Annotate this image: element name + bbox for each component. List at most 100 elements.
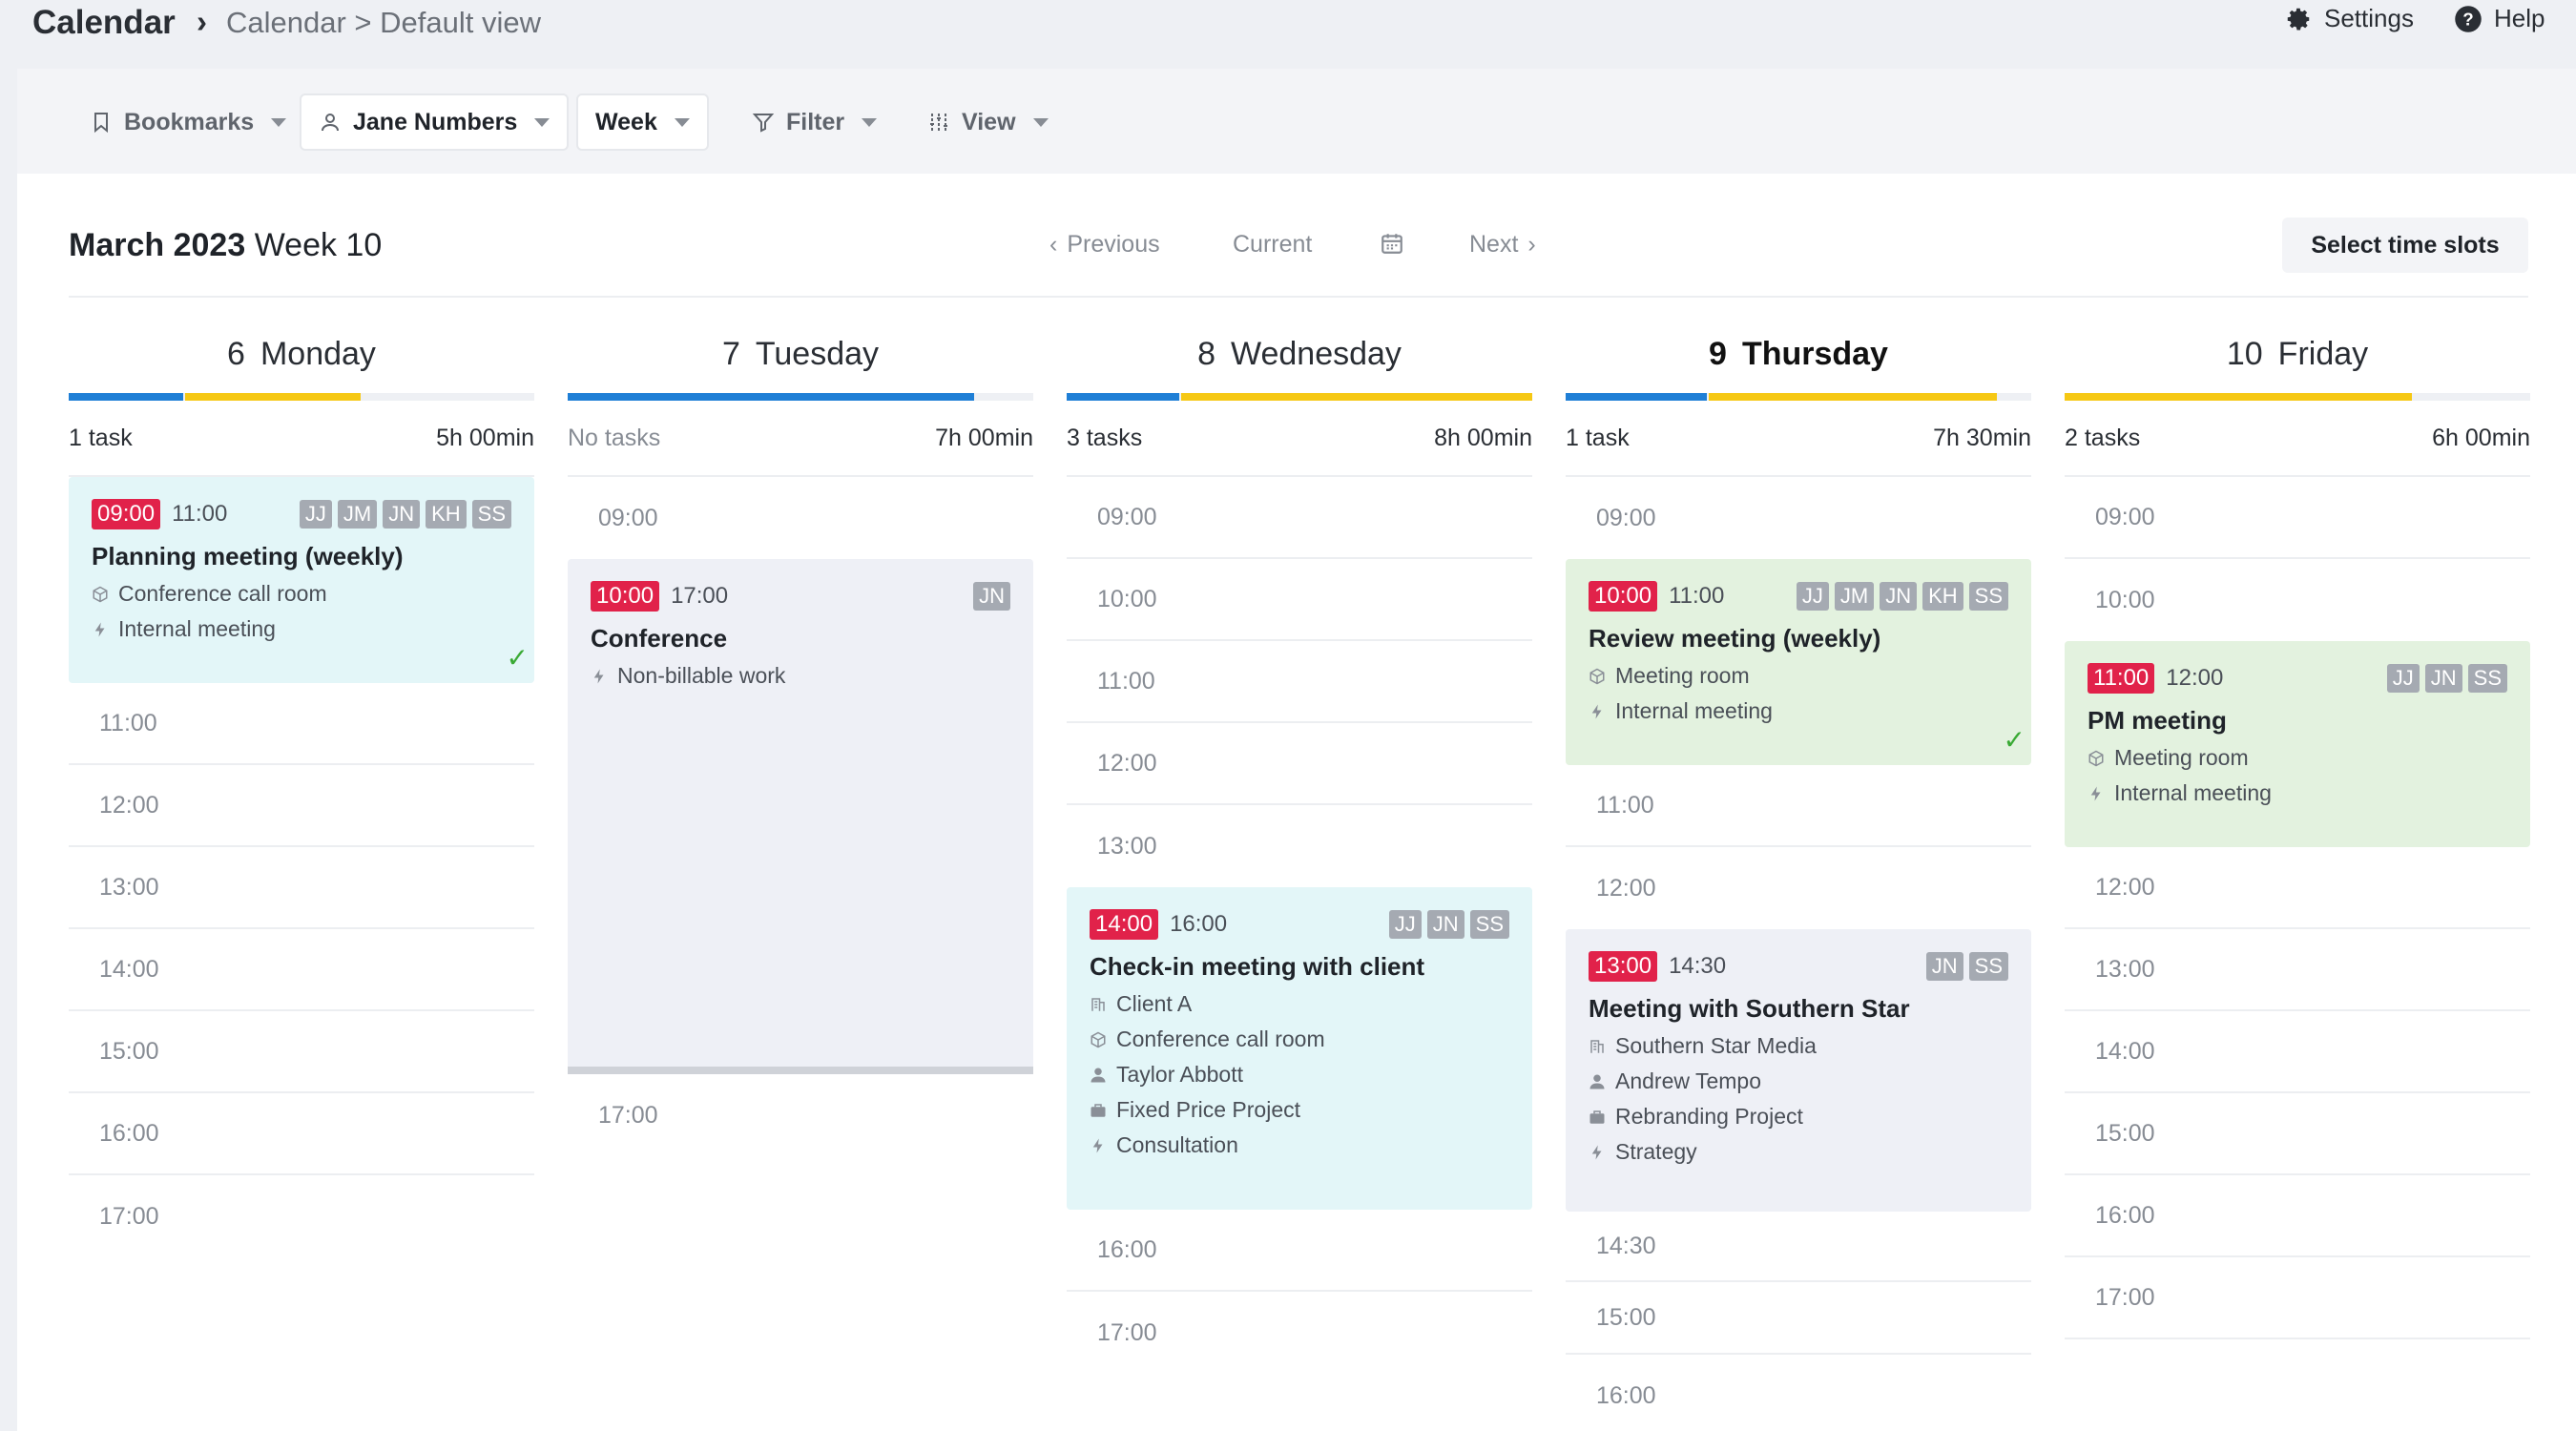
time-slot[interactable]: 09:00 [1067, 477, 1532, 559]
workload-bar [568, 393, 1033, 401]
time-slot[interactable]: 09:00 [1596, 504, 1656, 531]
event-title: PM meeting [2088, 706, 2227, 735]
event-card[interactable]: 13:00 14:30 JN SS Meeting with Southern … [1566, 929, 2031, 1212]
time-slot[interactable]: 10:00 [1067, 559, 1532, 641]
day-column-friday: 10 Friday 2 tasks 6h 00min 09:00 10:00 11… [2065, 336, 2530, 1339]
workload-segment [1566, 393, 1707, 401]
current-button[interactable]: Current [1233, 231, 1312, 259]
time-slot[interactable]: 15:00 [1566, 1282, 2031, 1355]
workload-bar [1566, 393, 2031, 401]
participant-tag: JJ [1388, 910, 1422, 939]
date-picker-button[interactable] [1380, 231, 1404, 256]
previous-button[interactable]: ‹ Previous [1049, 231, 1160, 259]
event-work-type: Non-billable work [591, 663, 1010, 689]
time-slot[interactable]: 13:00 [69, 847, 534, 929]
time-slot[interactable]: 14:00 [69, 929, 534, 1011]
event-work-type: Strategy [1589, 1139, 2008, 1165]
next-label: Next [1469, 231, 1519, 258]
filter-dropdown[interactable]: Filter [735, 93, 894, 151]
day-number: 6 [227, 336, 245, 372]
time-slot[interactable]: 17:00 [1097, 1318, 1157, 1346]
event-end-time: 17:00 [671, 583, 729, 609]
participant-tag: SS [2467, 664, 2507, 693]
time-slot[interactable]: 12:00 [69, 765, 534, 847]
bookmarks-dropdown[interactable]: Bookmarks [73, 93, 303, 151]
time-slot[interactable]: 11:00 [1067, 641, 1532, 723]
bolt-icon [92, 621, 109, 638]
bolt-icon [2088, 785, 2105, 802]
svg-text:?: ? [2462, 9, 2473, 29]
box-icon [1090, 1031, 1107, 1048]
event-end-time: 14:30 [1669, 953, 1727, 979]
help-button[interactable]: ? Help [2454, 4, 2545, 33]
previous-label: Previous [1067, 231, 1160, 258]
participant-tag: JM [337, 500, 378, 529]
breadcrumb[interactable]: Calendar > Default view [226, 6, 541, 39]
event-resize-handle[interactable] [568, 1067, 1033, 1074]
day-stats: 2 tasks 6h 00min [2065, 401, 2530, 477]
bookmarks-label: Bookmarks [124, 108, 255, 135]
workload-bar [69, 393, 534, 401]
participant-tags: JN [973, 582, 1010, 611]
time-slot[interactable]: 13:00 [1097, 832, 1157, 860]
event-card[interactable]: 09:00 11:00 JJ JM JN KH SS Planning meet… [69, 477, 534, 683]
event-card[interactable]: 14:00 16:00 JJ JN SS Check-in meeting wi… [1067, 887, 1532, 1210]
event-project: Rebranding Project [1589, 1104, 2008, 1130]
period-dropdown[interactable]: Week [576, 93, 709, 151]
time-slot[interactable]: 10:00 [2095, 586, 2155, 613]
time-slot[interactable]: 15:00 [69, 1011, 534, 1093]
time-slot[interactable]: 17:00 [2065, 1257, 2530, 1339]
select-time-slots-button[interactable]: Select time slots [2282, 218, 2528, 273]
app-title: Calendar [32, 4, 176, 41]
current-label: Current [1233, 231, 1313, 258]
time-slot[interactable]: 16:00 [69, 1093, 534, 1175]
event-end-time: 16:00 [1170, 911, 1228, 937]
time-slot[interactable]: 12:00 [2065, 847, 2530, 929]
workload-segment [2065, 393, 2412, 401]
time-slot[interactable]: 17:00 [598, 1101, 658, 1129]
chevron-down-icon [1032, 117, 1049, 127]
time-slot[interactable]: 14:30 [1566, 1212, 2031, 1282]
time-slot[interactable]: 16:00 [2065, 1175, 2530, 1257]
participant-tags: JJ JN SS [2386, 664, 2507, 693]
time-slot[interactable]: 12:00 [1067, 723, 1532, 805]
day-column-wednesday: 8 Wednesday 3 tasks 8h 00min 09:00 10:00 … [1067, 336, 1532, 1374]
participant-tag: JM [1834, 582, 1875, 611]
hours-total: 7h 30min [1933, 424, 2031, 451]
event-start-time: 13:00 [1589, 951, 1658, 982]
view-dropdown[interactable]: View [910, 93, 1066, 151]
bolt-icon [1589, 1144, 1606, 1161]
day-number: 9 [1709, 336, 1727, 372]
time-slot[interactable]: 13:00 [2065, 929, 2530, 1011]
hours-total: 8h 00min [1434, 424, 1532, 451]
event-card[interactable]: 10:00 17:00 JN Conference Non-billable w… [568, 559, 1033, 1074]
bolt-icon [1589, 703, 1606, 720]
next-button[interactable]: Next › [1469, 231, 1536, 259]
time-slot[interactable]: 12:00 [1596, 874, 1656, 902]
settings-button[interactable]: Settings [2284, 4, 2414, 33]
briefcase-icon [1090, 1102, 1107, 1119]
participant-tag: JJ [2386, 664, 2420, 693]
time-slot[interactable]: 16:00 [1067, 1210, 1532, 1292]
day-number: 8 [1197, 336, 1215, 372]
time-slot[interactable]: 14:00 [2065, 1011, 2530, 1093]
user-label: Jane Numbers [353, 108, 518, 135]
time-slot[interactable]: 09:00 [598, 504, 658, 531]
time-slot[interactable]: 11:00 [1566, 765, 2031, 847]
event-card[interactable]: 10:00 11:00 JJ JM JN KH SS Review meetin… [1566, 559, 2031, 765]
time-slot[interactable]: 16:00 [1596, 1381, 1656, 1409]
time-slot[interactable]: 15:00 [2065, 1093, 2530, 1175]
user-dropdown[interactable]: Jane Numbers [300, 93, 570, 151]
participant-tag: JJ [1796, 582, 1829, 611]
hours-total: 7h 00min [935, 424, 1033, 451]
event-card[interactable]: 11:00 12:00 JJ JN SS PM meeting Meeting … [2065, 641, 2530, 847]
event-client: Client A [1090, 991, 1509, 1017]
participant-tag: JN [2424, 664, 2462, 693]
time-slot[interactable]: 09:00 [2065, 477, 2530, 559]
time-slot[interactable]: 17:00 [99, 1202, 159, 1230]
event-end-time: 11:00 [172, 501, 228, 527]
participant-tags: JJ JN SS [1388, 910, 1509, 939]
event-end-time: 12:00 [2166, 665, 2224, 691]
building-icon [1589, 1038, 1606, 1055]
time-slot[interactable]: 11:00 [69, 683, 534, 765]
